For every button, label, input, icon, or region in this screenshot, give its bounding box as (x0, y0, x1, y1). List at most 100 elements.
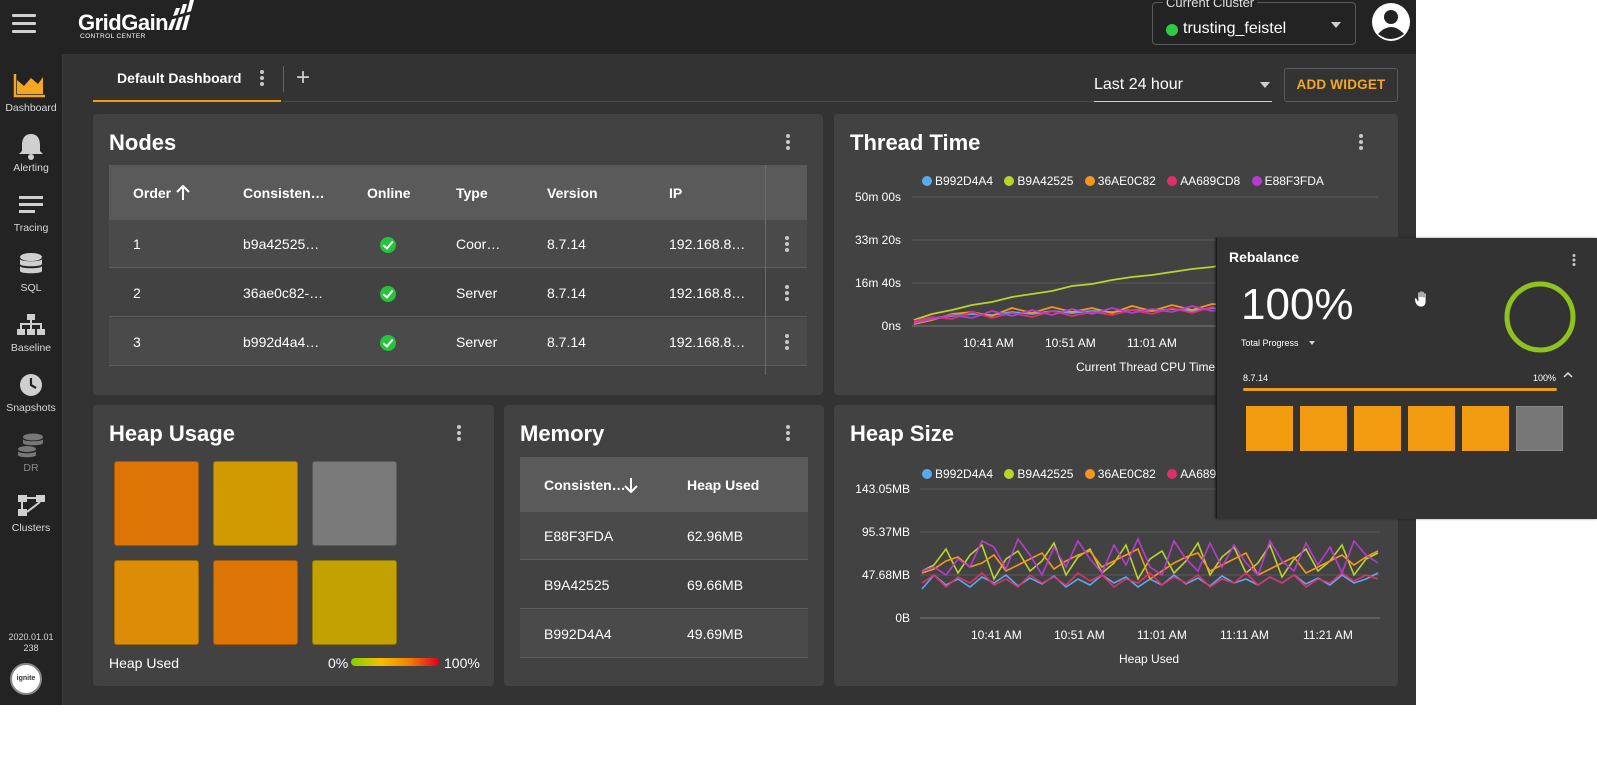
hand-cursor-icon (1414, 290, 1427, 308)
column-header-consistent-id[interactable]: Consisten… (544, 477, 626, 493)
legend-item[interactable]: B9A42525 (1004, 467, 1073, 481)
legend-item[interactable]: B992D4A4 (922, 174, 993, 188)
heap-legend-label: Heap Used (109, 655, 180, 671)
row-menu-icon[interactable] (785, 285, 789, 301)
table-row[interactable]: 1 b9a42525… Coor… 8.7.14 192.168.8… (109, 220, 807, 268)
app-window: GridGain CONTROL CENTER Current Cluster … (0, 0, 1416, 705)
heap-size-widget: Heap Size B992D4A4 B9A42525 36AE0C82 AA6… (834, 405, 1398, 686)
menu-icon[interactable] (12, 12, 38, 34)
heap-legend-max: 100% (444, 655, 480, 671)
sidebar-item-sql[interactable]: SQL (0, 252, 62, 308)
lines-icon (19, 196, 43, 213)
column-header-type[interactable]: Type (456, 185, 488, 201)
chevron-up-icon[interactable] (1563, 371, 1573, 379)
cell-consistent-id: E88F3FDA (544, 528, 614, 544)
sidebar-item-snapshots[interactable]: Snapshots (0, 372, 62, 428)
column-header-online[interactable]: Online (367, 185, 411, 201)
legend-label: 36AE0C82 (1097, 174, 1156, 188)
column-header-ip[interactable]: IP (669, 185, 683, 201)
legend-label: E88F3FDA (1264, 174, 1324, 188)
row-menu-icon[interactable] (785, 334, 789, 350)
cluster-select[interactable]: Current Cluster trusting_feistel (1152, 0, 1356, 45)
table-row[interactable]: E88F3FDA 62.96MB (520, 512, 808, 560)
arrow-up-icon[interactable] (176, 185, 190, 201)
sidebar-item-dr[interactable]: DR (0, 432, 62, 488)
table-row[interactable]: B9A42525 69.66MB (520, 561, 808, 609)
network-icon (17, 314, 45, 335)
widget-title: Heap Size (850, 421, 954, 446)
widget-menu-icon[interactable] (786, 134, 790, 150)
legend-item[interactable]: 36AE0C82 (1084, 467, 1156, 481)
series-line-36ae0c82 (921, 547, 1379, 581)
series-line-aa689cd8 (921, 571, 1379, 589)
heap-node-tile[interactable] (114, 461, 199, 546)
cell-heap-used: 62.96MB (687, 528, 744, 544)
legend-item[interactable]: B9A42525 (1004, 174, 1073, 188)
cell-consistent-id: B992D4A4 (544, 626, 612, 642)
column-header-version[interactable]: Version (547, 185, 598, 201)
add-tab-button[interactable]: + (296, 64, 311, 91)
legend-item[interactable]: 36AE0C82 (1084, 174, 1156, 188)
heap-node-tile[interactable] (114, 560, 199, 645)
cell-version: 8.7.14 (547, 285, 586, 301)
heap-node-tile[interactable] (312, 560, 397, 645)
heap-node-tile[interactable] (312, 461, 397, 546)
partition-tile[interactable] (1354, 406, 1401, 451)
table-row[interactable]: B992D4A4 49.69MB (520, 610, 808, 658)
column-header-consistent-id[interactable]: Consisten… (243, 185, 325, 201)
column-header-heap-used[interactable]: Heap Used (687, 477, 760, 493)
partition-tile[interactable] (1408, 406, 1455, 451)
series-line-e88f3fda (921, 537, 1379, 577)
widget-menu-icon[interactable] (1359, 134, 1363, 150)
tab-menu-icon[interactable] (260, 70, 264, 86)
app-version: 2020.01.01 238 (0, 632, 62, 654)
time-range-select[interactable]: Last 24 hour (1094, 66, 1272, 102)
tab-default-dashboard[interactable]: Default Dashboard (93, 54, 281, 102)
chevron-down-icon[interactable] (1309, 341, 1315, 345)
logo-mark-icon (166, 0, 196, 30)
sidebar-item-dashboard[interactable]: Dashboard (0, 72, 62, 128)
partition-tile[interactable] (1516, 406, 1563, 451)
x-tick-label: 11:11 AM (1220, 628, 1269, 642)
heap-node-tile[interactable] (213, 461, 298, 546)
table-row[interactable]: 2 36ae0c82-… Server 8.7.14 192.168.8… (109, 269, 807, 317)
x-tick-label: 10:41 AM (963, 336, 1014, 350)
x-tick-label: 11:21 AM (1303, 628, 1353, 642)
sidebar-item-tracing[interactable]: Tracing (0, 192, 62, 248)
legend-item[interactable]: B992D4A4 (922, 467, 993, 481)
partition-tile[interactable] (1462, 406, 1509, 451)
total-progress-label[interactable]: Total Progress (1241, 338, 1299, 348)
widget-menu-icon[interactable] (786, 425, 790, 441)
cell-type: Server (456, 334, 498, 350)
tab-label: Default Dashboard (117, 70, 242, 86)
sidebar: Dashboard Alerting Tracing SQL (0, 54, 63, 705)
legend-item[interactable]: AA689CD8 (1167, 174, 1240, 188)
legend-label: B9A42525 (1017, 467, 1074, 481)
widget-title: Rebalance (1229, 249, 1300, 265)
add-widget-button[interactable]: ADD WIDGET (1284, 68, 1398, 102)
partition-tile[interactable] (1300, 406, 1347, 451)
column-header-order[interactable]: Order (133, 185, 172, 201)
sidebar-item-clusters[interactable]: Clusters (0, 492, 62, 548)
app-logo[interactable]: GridGain CONTROL CENTER (78, 0, 218, 40)
partition-tile[interactable] (1246, 406, 1293, 451)
row-menu-icon[interactable] (785, 236, 789, 252)
widget-menu-icon[interactable] (457, 425, 461, 441)
sidebar-item-alerting[interactable]: Alerting (0, 132, 62, 188)
chevron-down-icon (1260, 82, 1270, 88)
heap-node-tile[interactable] (213, 560, 298, 645)
powered-by-text: ignite (16, 675, 36, 682)
logo-subtitle: CONTROL CENTER (80, 33, 146, 40)
version-build: 238 (23, 643, 39, 653)
clock-icon (20, 374, 42, 396)
y-tick-label: 16m 40s (854, 276, 901, 290)
table-row[interactable]: 3 b992d4a4… Server 8.7.14 192.168.8… (109, 318, 807, 366)
widget-menu-icon[interactable] (1572, 254, 1576, 266)
arrow-down-icon[interactable] (624, 477, 638, 493)
sidebar-item-baseline[interactable]: Baseline (0, 312, 62, 368)
user-avatar-icon[interactable] (1371, 2, 1411, 42)
cell-ip: 192.168.8… (669, 334, 746, 350)
legend-label: B992D4A4 (935, 467, 994, 481)
cell-version: 8.7.14 (547, 334, 586, 350)
legend-item[interactable]: E88F3FDA (1251, 174, 1324, 188)
